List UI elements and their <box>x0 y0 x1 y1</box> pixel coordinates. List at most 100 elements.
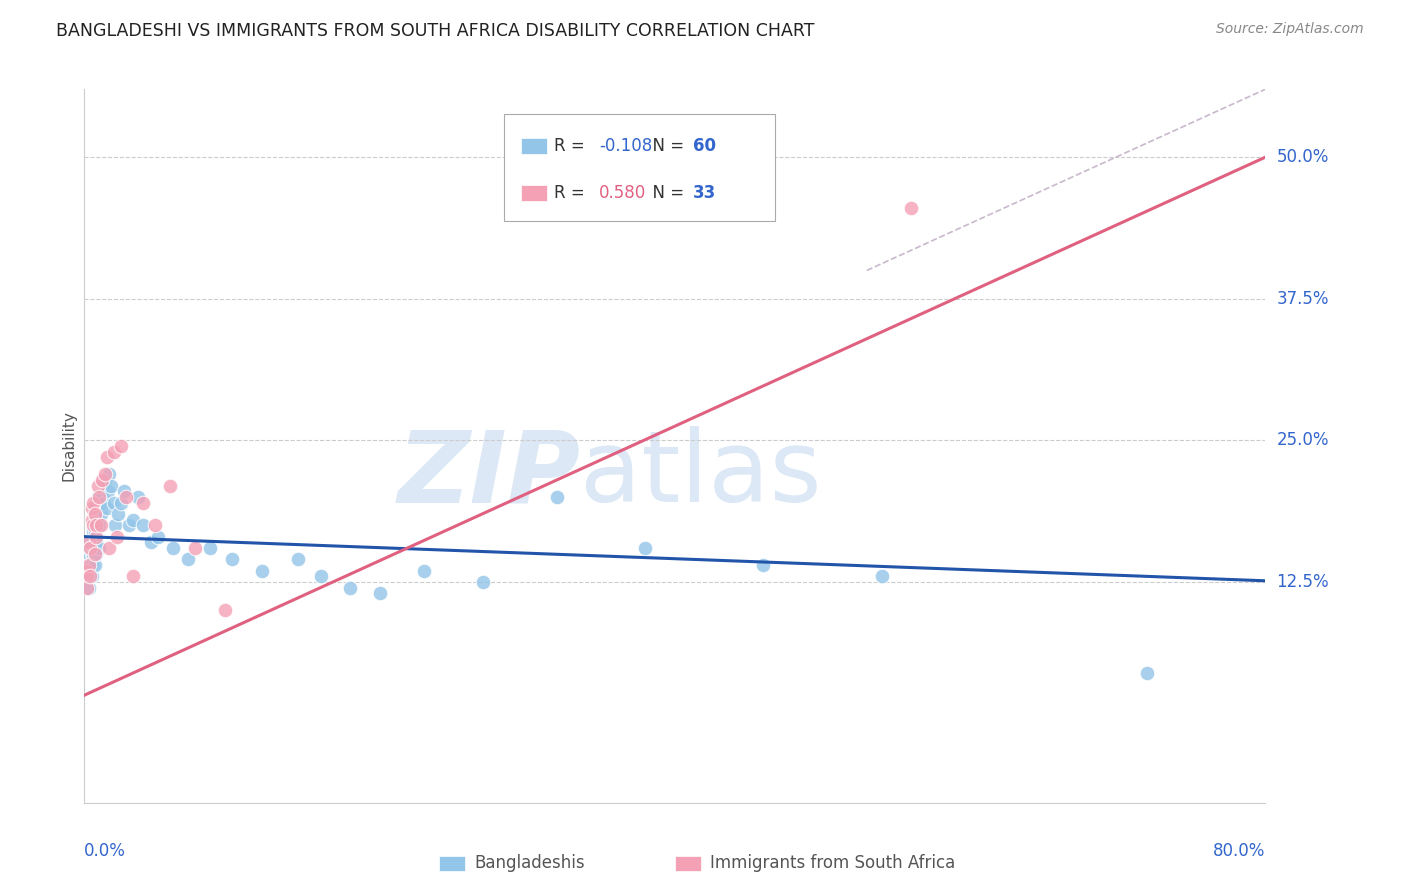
Point <box>84 547 107 561</box>
Point <box>132 495 155 509</box>
Point <box>77 547 100 561</box>
Point <box>86 478 108 492</box>
Point <box>79 569 101 583</box>
Text: 50.0%: 50.0% <box>1277 148 1329 166</box>
Point <box>122 569 145 583</box>
Point <box>83 547 105 561</box>
Point <box>79 558 101 572</box>
Text: 37.5%: 37.5% <box>1277 290 1329 308</box>
Point <box>127 490 149 504</box>
Point <box>82 535 104 549</box>
Point <box>94 467 117 482</box>
Point <box>82 524 104 538</box>
Text: 33: 33 <box>693 184 716 202</box>
Point <box>100 478 122 492</box>
Point <box>900 201 922 215</box>
Text: 25.0%: 25.0% <box>1277 432 1329 450</box>
Point <box>339 581 361 595</box>
Text: ZIP: ZIP <box>398 426 581 523</box>
Point <box>86 490 108 504</box>
Bar <box>675 855 700 871</box>
Point <box>90 518 112 533</box>
Y-axis label: Disability: Disability <box>60 410 76 482</box>
Point <box>77 535 100 549</box>
Point <box>177 552 200 566</box>
Point <box>96 501 118 516</box>
Point <box>162 541 184 555</box>
Text: 60: 60 <box>693 136 716 154</box>
Point <box>84 501 107 516</box>
Text: 80.0%: 80.0% <box>1213 842 1265 860</box>
Point <box>79 541 101 555</box>
Point <box>76 569 98 583</box>
Point <box>80 547 103 561</box>
Point <box>83 507 105 521</box>
Point <box>98 467 121 482</box>
Point <box>76 558 98 572</box>
Point <box>82 495 104 509</box>
Point <box>75 564 97 578</box>
Point <box>752 558 775 572</box>
Point <box>96 450 118 465</box>
Point <box>870 569 893 583</box>
Point <box>94 473 117 487</box>
Point <box>87 490 111 504</box>
Point <box>107 507 129 521</box>
Point <box>83 535 105 549</box>
Point <box>105 530 128 544</box>
Bar <box>522 138 547 153</box>
Point <box>91 473 114 487</box>
Point <box>80 558 103 572</box>
Point <box>184 541 207 555</box>
Point <box>309 569 332 583</box>
Point <box>143 518 166 533</box>
Text: N =: N = <box>641 184 689 202</box>
Point <box>132 518 155 533</box>
Text: BANGLADESHI VS IMMIGRANTS FROM SOUTH AFRICA DISABILITY CORRELATION CHART: BANGLADESHI VS IMMIGRANTS FROM SOUTH AFR… <box>56 22 814 40</box>
Point <box>110 495 132 509</box>
Point <box>86 513 108 527</box>
Point <box>80 501 103 516</box>
Text: 12.5%: 12.5% <box>1277 573 1329 591</box>
Text: atlas: atlas <box>581 426 823 523</box>
Point <box>90 507 112 521</box>
Bar <box>439 855 464 871</box>
Point <box>77 581 100 595</box>
Point <box>148 530 170 544</box>
Text: Bangladeshis: Bangladeshis <box>474 855 585 872</box>
Point <box>83 558 105 572</box>
Point <box>75 552 97 566</box>
Point <box>87 541 111 555</box>
Point <box>472 574 495 589</box>
Point <box>122 513 145 527</box>
Point <box>84 530 107 544</box>
Point <box>84 535 107 549</box>
Text: -0.108: -0.108 <box>599 136 652 154</box>
Point <box>114 490 136 504</box>
Point <box>287 552 309 566</box>
Text: Immigrants from South Africa: Immigrants from South Africa <box>710 855 956 872</box>
Point <box>139 535 162 549</box>
Point <box>82 547 104 561</box>
Point <box>198 541 221 555</box>
Point <box>110 439 132 453</box>
Text: Source: ZipAtlas.com: Source: ZipAtlas.com <box>1216 22 1364 37</box>
Point <box>77 535 100 549</box>
Point <box>98 541 121 555</box>
Point <box>87 518 111 533</box>
Text: R =: R = <box>554 136 591 154</box>
Point <box>91 490 114 504</box>
Point <box>221 552 243 566</box>
Point <box>112 484 135 499</box>
Point <box>76 569 98 583</box>
Point <box>80 569 103 583</box>
Point <box>84 518 107 533</box>
Text: R =: R = <box>554 184 591 202</box>
Point <box>76 581 98 595</box>
Text: 0.580: 0.580 <box>599 184 647 202</box>
Point <box>250 564 273 578</box>
Point <box>1136 665 1159 680</box>
Bar <box>522 185 547 201</box>
Point <box>413 564 436 578</box>
Point <box>79 541 101 555</box>
